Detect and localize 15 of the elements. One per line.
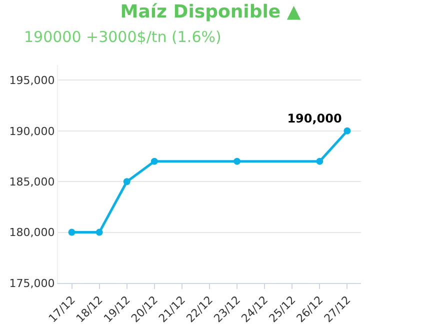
point (316, 158, 324, 165)
point (68, 228, 76, 236)
data-label: 190,000 (287, 112, 342, 126)
point (150, 158, 158, 165)
y-tick-label: 175,000 (9, 276, 55, 290)
y-tick-label: 195,000 (9, 74, 55, 88)
point (96, 228, 103, 236)
y-tick-label: 180,000 (9, 226, 55, 240)
point (344, 127, 351, 134)
y-tick-label: 190,000 (9, 124, 55, 138)
point (234, 158, 241, 165)
point (123, 178, 130, 186)
y-tick-label: 185,000 (9, 175, 55, 188)
chart-title: Maíz Disponible ▲ (120, 2, 301, 23)
chart-subtitle: 190000 +3000$/tn (1.6%) (24, 28, 222, 46)
